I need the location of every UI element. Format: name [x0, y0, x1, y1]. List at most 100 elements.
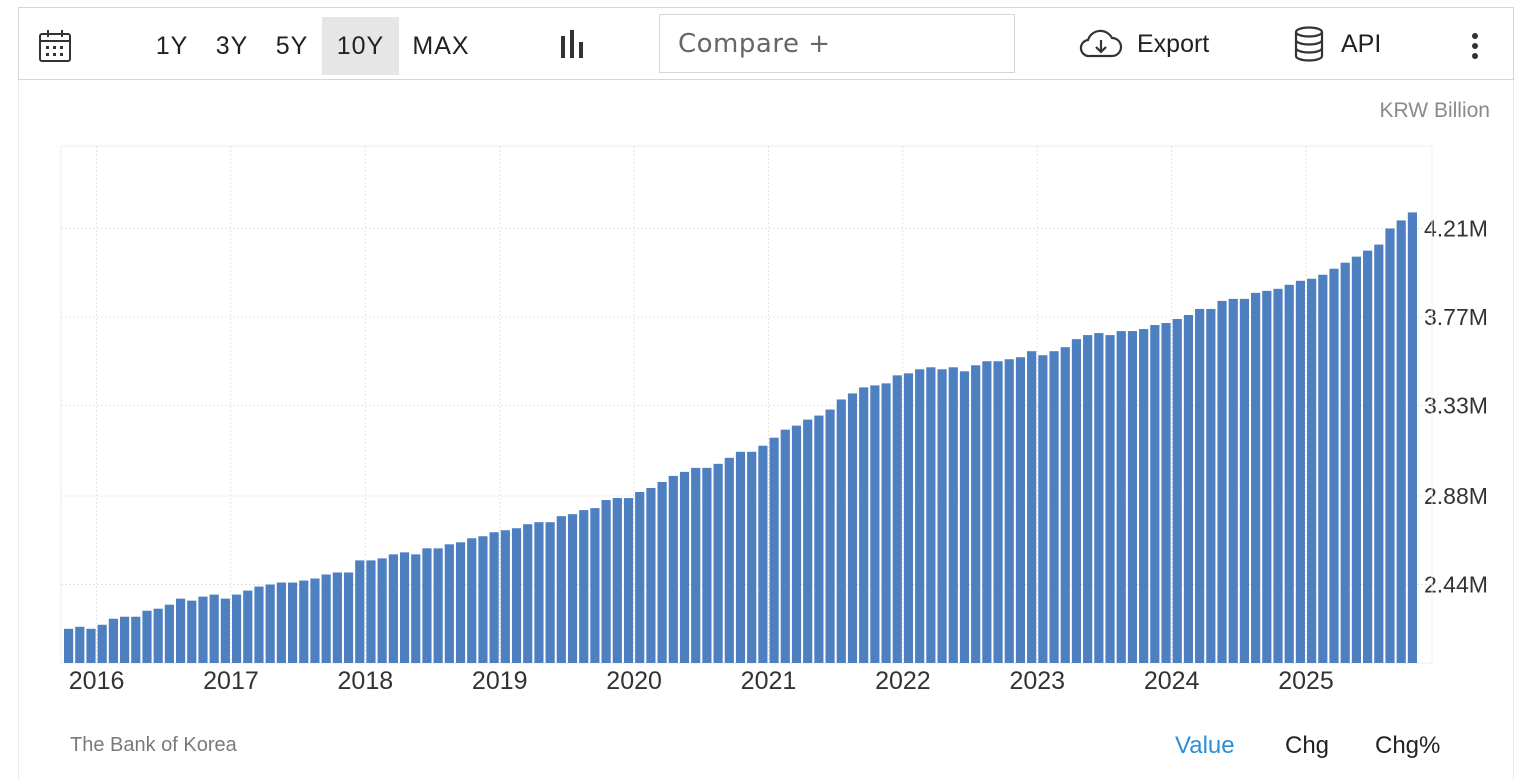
bar[interactable]	[444, 544, 454, 663]
bar[interactable]	[836, 399, 846, 663]
bar[interactable]	[791, 425, 802, 663]
bar[interactable]	[1239, 298, 1250, 663]
bar[interactable]	[1351, 256, 1362, 663]
bar[interactable]	[511, 528, 522, 663]
api-button[interactable]: API	[1293, 26, 1381, 62]
bar[interactable]	[1150, 325, 1160, 663]
bar[interactable]	[1094, 333, 1104, 663]
bar[interactable]	[1127, 331, 1138, 663]
bar[interactable]	[489, 532, 499, 663]
bar[interactable]	[287, 582, 298, 663]
bar[interactable]	[1262, 290, 1272, 663]
bar[interactable]	[321, 574, 331, 663]
calendar-icon[interactable]	[38, 28, 72, 64]
bar[interactable]	[198, 596, 208, 663]
bar[interactable]	[859, 387, 869, 663]
bar[interactable]	[265, 584, 275, 663]
bar[interactable]	[97, 624, 107, 663]
bar[interactable]	[1172, 319, 1182, 663]
bar[interactable]	[175, 598, 186, 663]
bar[interactable]	[119, 616, 130, 663]
bar[interactable]	[187, 600, 197, 663]
bar[interactable]	[231, 594, 242, 663]
bar[interactable]	[1195, 308, 1205, 663]
bar[interactable]	[411, 554, 421, 663]
bar[interactable]	[1363, 250, 1373, 664]
bar[interactable]	[131, 616, 141, 663]
bar[interactable]	[691, 467, 701, 663]
bar[interactable]	[1038, 355, 1048, 663]
bar[interactable]	[422, 548, 432, 663]
bar[interactable]	[1071, 339, 1082, 663]
bar[interactable]	[1251, 292, 1261, 663]
bar[interactable]	[903, 373, 914, 663]
bar[interactable]	[892, 375, 902, 663]
bar[interactable]	[881, 383, 891, 663]
bar[interactable]	[1374, 244, 1384, 663]
bar[interactable]	[870, 385, 880, 663]
bar[interactable]	[1004, 359, 1014, 663]
range-1y[interactable]: 1Y	[155, 31, 189, 60]
bar[interactable]	[220, 598, 230, 663]
bar[interactable]	[926, 367, 936, 663]
bar[interactable]	[971, 365, 981, 663]
bar[interactable]	[1284, 284, 1294, 663]
bar[interactable]	[75, 626, 85, 663]
bar[interactable]	[299, 580, 309, 663]
bar[interactable]	[1329, 268, 1339, 663]
bar[interactable]	[803, 419, 813, 663]
bar[interactable]	[993, 361, 1003, 663]
bar[interactable]	[579, 510, 589, 663]
bar[interactable]	[478, 536, 488, 663]
export-button[interactable]: Export	[1079, 28, 1209, 60]
bar[interactable]	[1027, 351, 1037, 663]
bar[interactable]	[556, 516, 566, 663]
bar[interactable]	[982, 361, 992, 663]
bar[interactable]	[467, 538, 477, 663]
bar[interactable]	[612, 498, 622, 663]
bar[interactable]	[399, 552, 410, 663]
bar[interactable]	[534, 522, 544, 663]
bar[interactable]	[959, 371, 970, 663]
tab-chg[interactable]: Chg	[1285, 732, 1330, 759]
bar[interactable]	[523, 524, 533, 663]
range-max[interactable]: MAX	[412, 31, 470, 60]
bar[interactable]	[332, 572, 342, 663]
range-5y[interactable]: 5Y	[275, 31, 309, 60]
range-3y[interactable]: 3Y	[215, 31, 249, 60]
bar[interactable]	[1318, 274, 1328, 663]
bar[interactable]	[724, 457, 734, 663]
bar[interactable]	[1396, 220, 1406, 664]
bar[interactable]	[254, 586, 264, 663]
bar[interactable]	[567, 514, 578, 663]
bar[interactable]	[1295, 280, 1306, 663]
bar[interactable]	[1105, 335, 1115, 663]
bar[interactable]	[657, 481, 667, 663]
bar[interactable]	[702, 467, 712, 663]
bar[interactable]	[1385, 228, 1395, 664]
bar[interactable]	[164, 604, 174, 663]
bar[interactable]	[545, 522, 555, 663]
bar[interactable]	[847, 393, 858, 663]
bar[interactable]	[769, 437, 779, 663]
bar[interactable]	[735, 451, 746, 663]
bar[interactable]	[1407, 212, 1417, 664]
bar[interactable]	[1049, 351, 1059, 663]
bar[interactable]	[668, 475, 678, 663]
bar[interactable]	[1183, 314, 1194, 663]
tab-value[interactable]: Value	[1175, 732, 1235, 759]
range-10y[interactable]: 10Y	[322, 17, 399, 75]
bar[interactable]	[153, 608, 163, 663]
bar[interactable]	[601, 500, 611, 663]
bar[interactable]	[915, 369, 925, 663]
bar[interactable]	[1206, 308, 1216, 663]
bar[interactable]	[1228, 298, 1238, 663]
bar[interactable]	[377, 558, 387, 663]
bar[interactable]	[209, 594, 219, 663]
bar[interactable]	[814, 415, 824, 663]
bar[interactable]	[64, 628, 74, 663]
bar[interactable]	[343, 572, 354, 663]
bar[interactable]	[1139, 329, 1149, 663]
bar[interactable]	[635, 492, 645, 663]
bar[interactable]	[1116, 331, 1126, 663]
